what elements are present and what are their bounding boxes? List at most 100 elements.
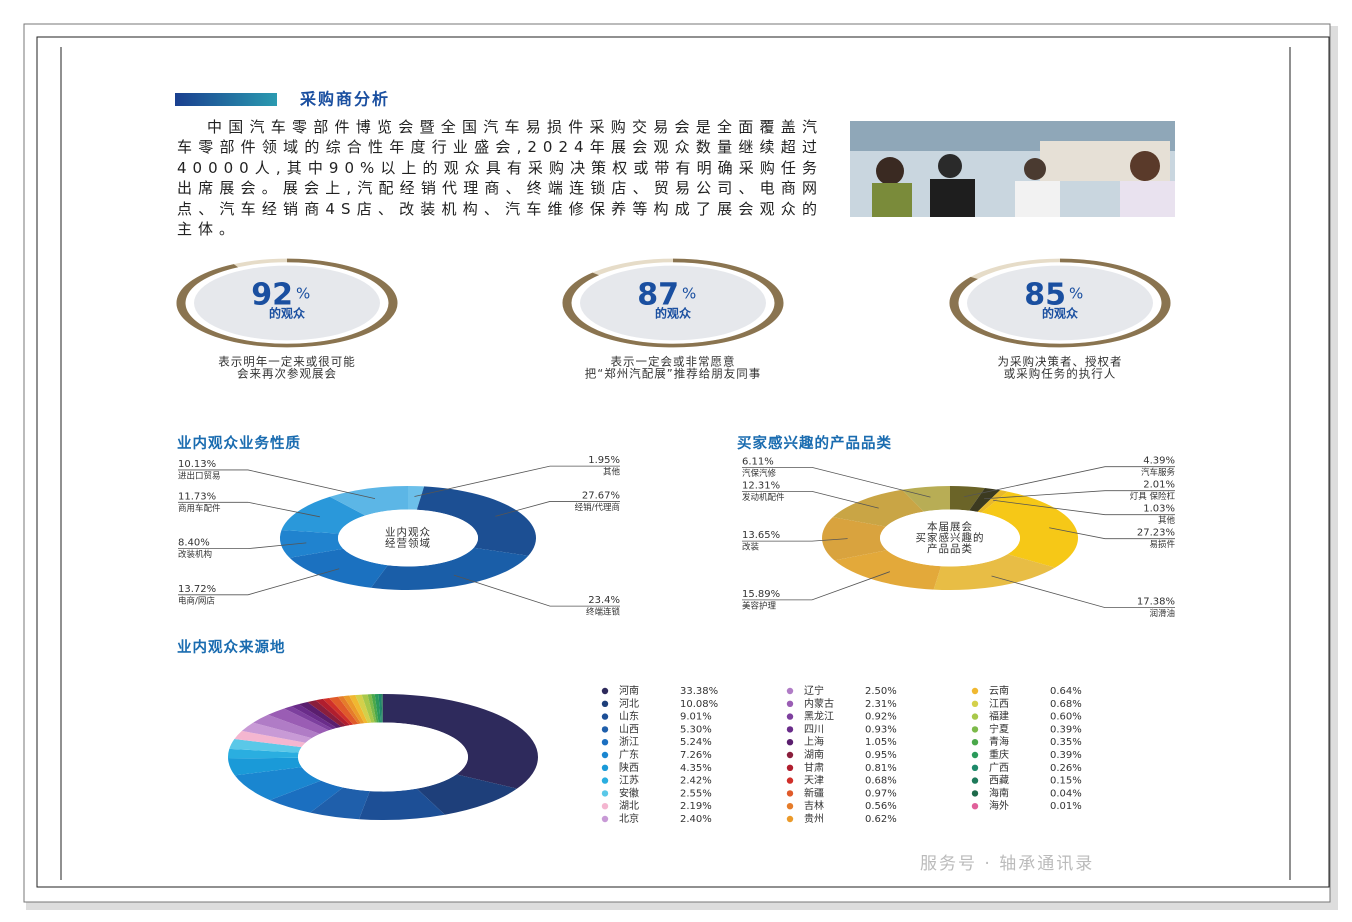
watermark: 服务号 · 轴承通讯录 — [920, 854, 1094, 874]
legend-label: 海外 — [989, 799, 1009, 812]
legend-value: 0.68% — [1050, 699, 1082, 710]
leader-line — [993, 499, 1175, 516]
legend-value: 0.35% — [1050, 737, 1082, 748]
legend-swatch — [786, 764, 794, 771]
legend-value: 0.93% — [865, 724, 897, 735]
photo-person — [876, 157, 904, 185]
legend-swatch — [971, 803, 979, 810]
leader-line — [991, 575, 1175, 609]
category-label: 改装机构 — [178, 549, 212, 560]
leader-line — [178, 469, 376, 500]
donut-slice — [228, 757, 302, 776]
leader-line — [963, 466, 1175, 498]
legend-value: 0.39% — [1050, 750, 1082, 761]
category-label: 汽保汽修 — [742, 468, 777, 479]
legend-label: 福建 — [989, 710, 1009, 723]
category-label: 美容护理 — [742, 600, 777, 611]
category-label: 商用车配件 — [178, 503, 221, 514]
donut-slice — [358, 788, 445, 820]
legend-value: 2.42% — [680, 776, 712, 787]
legend-value: 4.35% — [680, 763, 712, 774]
legend-value: 0.97% — [865, 788, 897, 799]
donut-slice — [241, 722, 312, 743]
inner-frame — [36, 36, 1330, 888]
legend-label: 湖北 — [619, 800, 639, 812]
donut-slice — [977, 490, 1008, 513]
legend-swatch — [786, 726, 794, 733]
photo-person — [1130, 151, 1160, 181]
legend-label: 黑龙江 — [804, 710, 834, 723]
donut-slice — [269, 780, 344, 813]
legend-value: 9.01% — [680, 712, 712, 723]
legend-label: 陕西 — [619, 761, 639, 774]
legend-swatch — [971, 700, 979, 707]
stat-caption: 会来再次参观展会 — [237, 367, 337, 381]
legend-label: 广西 — [989, 762, 1009, 774]
legend-swatch — [601, 751, 609, 759]
legend-swatch — [786, 803, 794, 810]
stat-ring — [562, 258, 784, 348]
ring-arc — [949, 258, 1171, 348]
chart-title: 业内观众业务性质 — [177, 434, 301, 452]
legend-value: 2.55% — [680, 788, 712, 799]
leader-line — [178, 568, 340, 596]
donut-slice — [378, 694, 382, 723]
donut-slice — [383, 694, 538, 789]
category-label: 汽车服务 — [1141, 467, 1176, 478]
stat-caption: 表示明年一定来或很可能 — [218, 355, 356, 369]
donut-slice — [322, 697, 354, 726]
donut-slice — [361, 694, 375, 723]
value-label: 23.4% — [588, 595, 620, 606]
donut-slice — [374, 694, 381, 723]
legend-label: 山东 — [619, 710, 639, 723]
legend-label: 江西 — [989, 698, 1009, 710]
donut-slice — [329, 486, 408, 516]
donut-slice — [969, 487, 1001, 512]
photo-person — [872, 183, 912, 217]
legend-label: 海南 — [989, 786, 1009, 799]
legend-label: 甘肃 — [804, 761, 824, 774]
legend-swatch — [971, 751, 979, 759]
ring-inner — [194, 265, 380, 341]
legend-value: 7.26% — [680, 750, 712, 761]
photo-person — [1120, 181, 1175, 217]
stat-value: 92 — [251, 278, 293, 313]
donut-slice — [367, 694, 377, 723]
photo-person — [1015, 181, 1060, 217]
legend-swatch — [601, 713, 609, 720]
legend-swatch — [601, 815, 609, 823]
leader-line — [178, 501, 320, 518]
donut-slice — [281, 496, 366, 534]
heading-bar — [175, 93, 277, 106]
legend-label: 广东 — [619, 748, 639, 761]
donut-slice — [289, 548, 388, 588]
stat-caption: 为采购决策者、授权者 — [998, 355, 1123, 369]
legend-value: 2.50% — [865, 686, 897, 697]
center-label: 业内观众 — [385, 526, 431, 539]
value-label: 27.67% — [582, 490, 620, 501]
legend-label: 内蒙古 — [804, 697, 834, 710]
donut-slice — [229, 739, 302, 753]
legend-label: 西藏 — [989, 775, 1009, 787]
category-label: 润滑油 — [1149, 608, 1175, 619]
legend-swatch — [601, 726, 609, 733]
legend-label: 新疆 — [804, 786, 824, 799]
value-label: 10.13% — [178, 459, 216, 470]
legend-value: 0.92% — [865, 712, 897, 723]
legend-value: 2.40% — [680, 814, 712, 825]
donut-slice — [298, 701, 342, 729]
legend-swatch — [601, 790, 609, 797]
donut-slice — [343, 695, 365, 724]
donut-slice — [228, 748, 299, 759]
donut-slice — [416, 774, 517, 815]
legend-value: 0.95% — [865, 750, 897, 761]
legend-swatch — [971, 739, 979, 746]
category-label: 进出口贸易 — [178, 470, 221, 481]
value-label: 27.23% — [1137, 528, 1175, 539]
legend-value: 0.01% — [1050, 801, 1082, 812]
legend-label: 辽宁 — [804, 684, 824, 697]
leader-line — [495, 501, 620, 517]
chart-title: 买家感兴趣的产品品类 — [737, 434, 892, 452]
value-label: 6.11% — [742, 456, 774, 467]
legend-value: 5.30% — [680, 724, 712, 735]
